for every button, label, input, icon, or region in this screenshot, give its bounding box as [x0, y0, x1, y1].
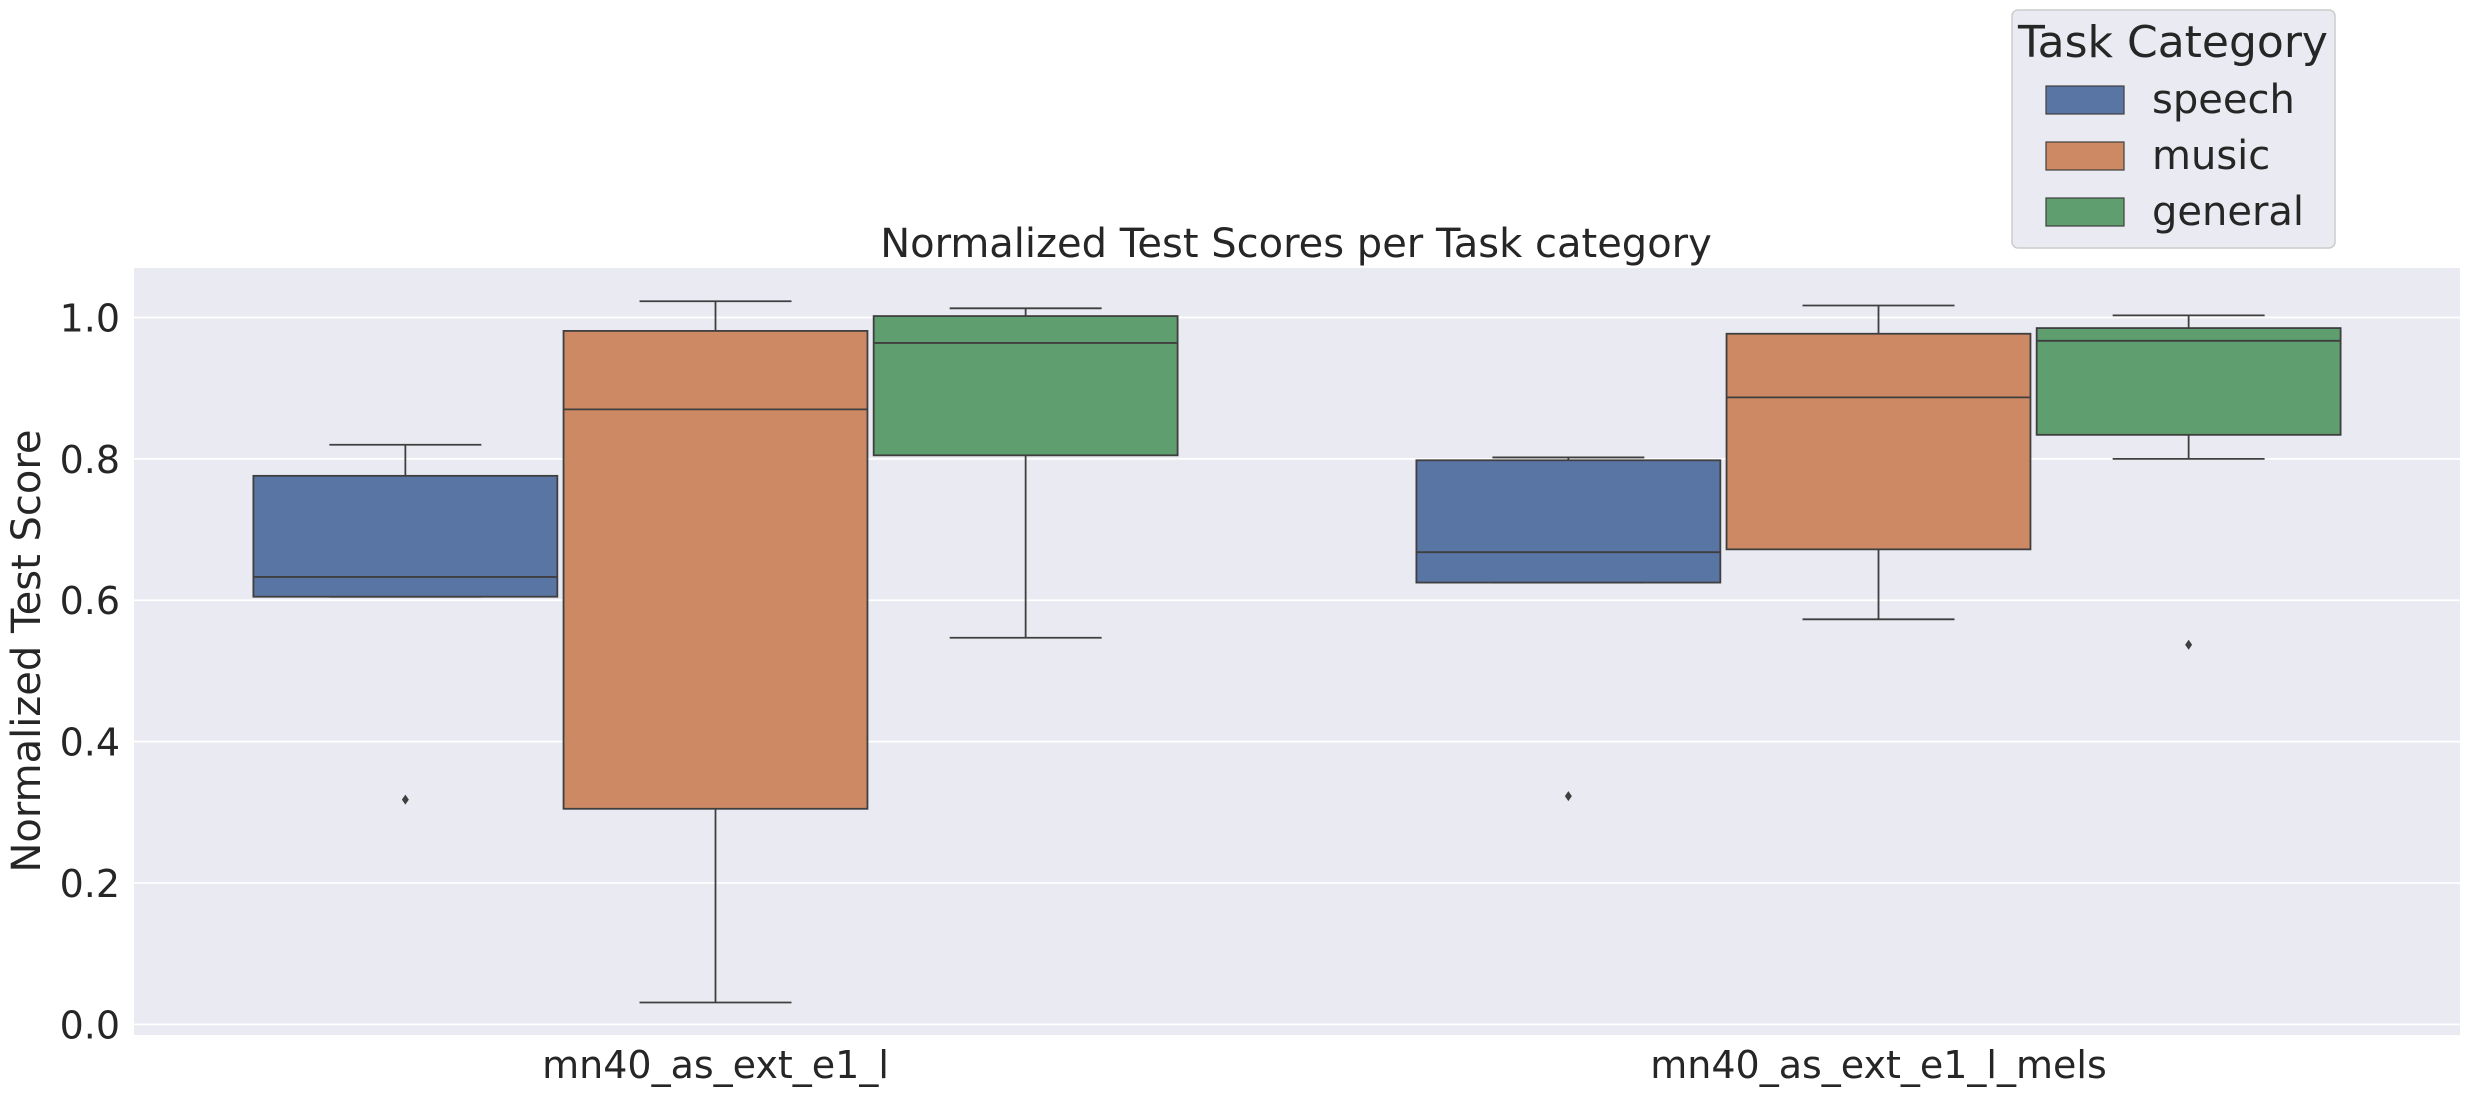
y-tick-label: 0.8 — [60, 438, 120, 482]
box-general — [872, 307, 1179, 639]
legend-swatch-speech — [2045, 85, 2125, 115]
box-body — [872, 315, 1179, 457]
outlier-point — [2185, 639, 2193, 650]
x-tick-label: mn40_as_ext_e1_l_mels — [1650, 1043, 2107, 1087]
legend-swatch-general — [2045, 197, 2125, 227]
box-body — [252, 474, 559, 598]
box-speech — [252, 443, 559, 805]
box-general — [2035, 314, 2342, 650]
box-body — [1725, 332, 2032, 551]
y-tick-label: 1.0 — [60, 296, 120, 340]
box-body — [2035, 327, 2342, 436]
grid-lines — [134, 316, 2460, 1026]
outlier-point — [401, 794, 409, 805]
y-tick-label: 0.4 — [60, 721, 120, 765]
y-tick-label: 0.2 — [60, 862, 120, 906]
y-tick-label: 0.6 — [60, 579, 120, 623]
boxes — [252, 300, 2342, 1004]
y-tick-label: 0.0 — [60, 1003, 120, 1047]
outlier-point — [1564, 791, 1572, 802]
box-body — [1415, 459, 1722, 584]
chart-title: Normalized Test Scores per Task category — [880, 221, 1712, 267]
x-tick-label: mn40_as_ext_e1_l — [542, 1043, 889, 1087]
y-tick-labels: 0.0 0.2 0.4 0.6 0.8 1.0 — [60, 296, 120, 1047]
box-music — [1725, 304, 2032, 621]
legend-label-general: general — [2152, 189, 2304, 235]
legend-title: Task Category — [2017, 17, 2328, 68]
x-tick-labels: mn40_as_ext_e1_l mn40_as_ext_e1_l_mels — [542, 1043, 2107, 1087]
legend-entries: speech music general — [2045, 77, 2304, 235]
box-music — [562, 300, 869, 1004]
legend-frame — [2011, 9, 2336, 249]
legend-label-speech: speech — [2152, 77, 2295, 123]
legend-label-music: music — [2152, 133, 2270, 179]
box-speech — [1415, 456, 1722, 802]
legend-swatch-music — [2045, 141, 2125, 171]
box-body — [562, 330, 869, 810]
y-axis-label: Normalized Test Score — [4, 429, 50, 872]
legend: Task Category speech music general — [2011, 9, 2336, 249]
